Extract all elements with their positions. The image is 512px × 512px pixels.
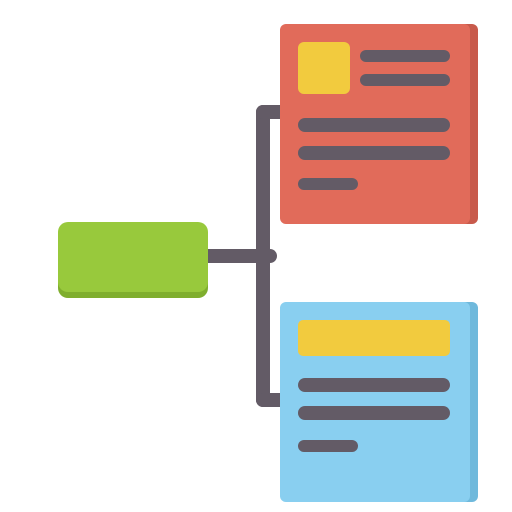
root-node-body [58, 222, 208, 292]
doc-card-top-textline-4 [298, 178, 358, 190]
doc-card-bottom-textline-2 [298, 440, 358, 452]
doc-card-bottom [280, 302, 478, 502]
doc-card-top-textline-2 [298, 118, 450, 132]
root-node [58, 222, 208, 298]
doc-card-top-textline-0 [360, 50, 450, 62]
doc-card-bottom-thumb [298, 320, 450, 356]
doc-card-top-textline-3 [298, 146, 450, 160]
doc-card-bottom-textline-1 [298, 406, 450, 420]
doc-card-top-thumb [298, 42, 350, 94]
doc-card-bottom-textline-0 [298, 378, 450, 392]
doc-card-top [280, 24, 478, 224]
doc-card-top-textline-1 [360, 74, 450, 86]
